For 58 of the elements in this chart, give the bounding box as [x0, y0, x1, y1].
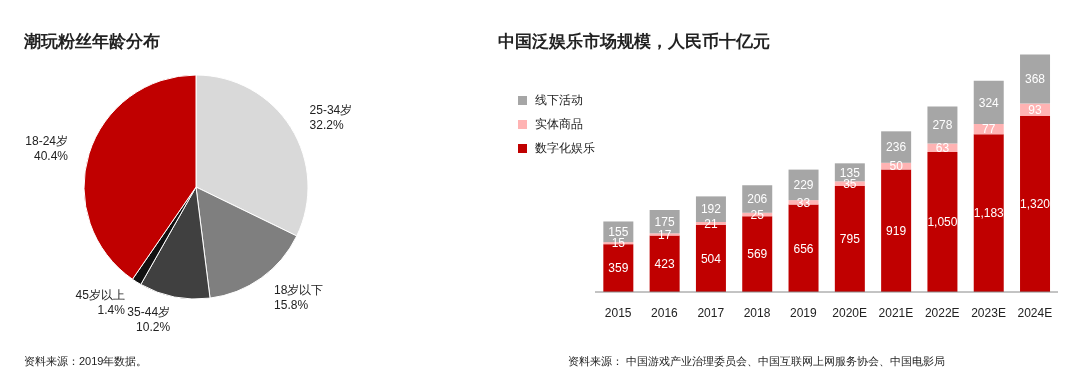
data-label: 135 [839, 165, 861, 180]
bar [881, 169, 912, 292]
data-label: 656 [793, 241, 814, 256]
bar [834, 186, 865, 292]
data-label: 15 [611, 236, 626, 251]
bar [1020, 116, 1051, 292]
data-label: 50 [889, 159, 904, 174]
data-label: 919 [886, 223, 907, 238]
data-label: 359 [608, 261, 629, 276]
data-label: 63 [935, 141, 950, 156]
x-tick-label: 2022E [924, 305, 960, 320]
slice-label: 25-34岁 [309, 102, 353, 117]
legend-label: 实体商品 [535, 116, 583, 133]
x-tick-label: 2019 [790, 305, 818, 320]
bar [927, 152, 958, 292]
x-tick-label: 2016 [651, 305, 679, 320]
x-tick-label: 2021E [878, 305, 914, 320]
data-label: 10.2% [136, 320, 171, 335]
data-label: 1.4% [97, 302, 126, 317]
data-label: 1,183 [973, 206, 1005, 221]
data-label: 569 [747, 247, 768, 262]
data-label: 32.2% [309, 117, 344, 132]
x-tick-label: 2020E [832, 305, 867, 320]
data-label: 278 [932, 118, 953, 133]
data-label: 229 [793, 178, 814, 193]
data-label: 368 [1025, 72, 1046, 87]
text: 资料来源： 中国游戏产业治理委员会、中国互联网上网服务协会、中国电影局 [568, 354, 946, 369]
data-label: 40.4% [34, 149, 69, 164]
legend-label: 数字化娱乐 [535, 140, 595, 157]
bar [973, 80, 1004, 124]
slice-label: 35-44岁 [127, 305, 171, 320]
x-tick-label: 2018 [743, 305, 771, 320]
data-label: 795 [839, 232, 861, 247]
data-label: 77 [982, 122, 996, 137]
chart-title: 中国泛娱乐市场规模，人民币十亿元 [498, 31, 770, 53]
data-label: 93 [1028, 103, 1043, 118]
bar [973, 134, 1004, 292]
data-label: 324 [978, 95, 1000, 110]
bar [1020, 54, 1051, 104]
legend-label: 线下活动 [535, 92, 583, 109]
x-tick-label: 2024E [1017, 305, 1053, 320]
data-label: 1,050 [927, 215, 958, 230]
data-label: 206 [747, 192, 768, 207]
data-label: 15.8% [274, 297, 309, 312]
data-label: 192 [700, 202, 722, 217]
chart-title: 潮玩粉丝年龄分布 [24, 31, 160, 53]
slice-label: 18岁以下 [274, 282, 324, 297]
data-label: 236 [886, 140, 907, 155]
text: 资料来源：2019年数据。 [24, 354, 148, 369]
data-label: 504 [700, 251, 722, 266]
data-label: 423 [654, 257, 675, 272]
data-label: 1,320 [1020, 197, 1051, 212]
x-tick-label: 2015 [604, 305, 632, 320]
x-tick-label: 2017 [697, 305, 725, 320]
data-label: 175 [654, 214, 675, 229]
slice-label: 18-24岁 [25, 134, 69, 149]
x-tick-label: 2023E [971, 305, 1006, 320]
slice-label: 45岁以上 [75, 287, 125, 302]
